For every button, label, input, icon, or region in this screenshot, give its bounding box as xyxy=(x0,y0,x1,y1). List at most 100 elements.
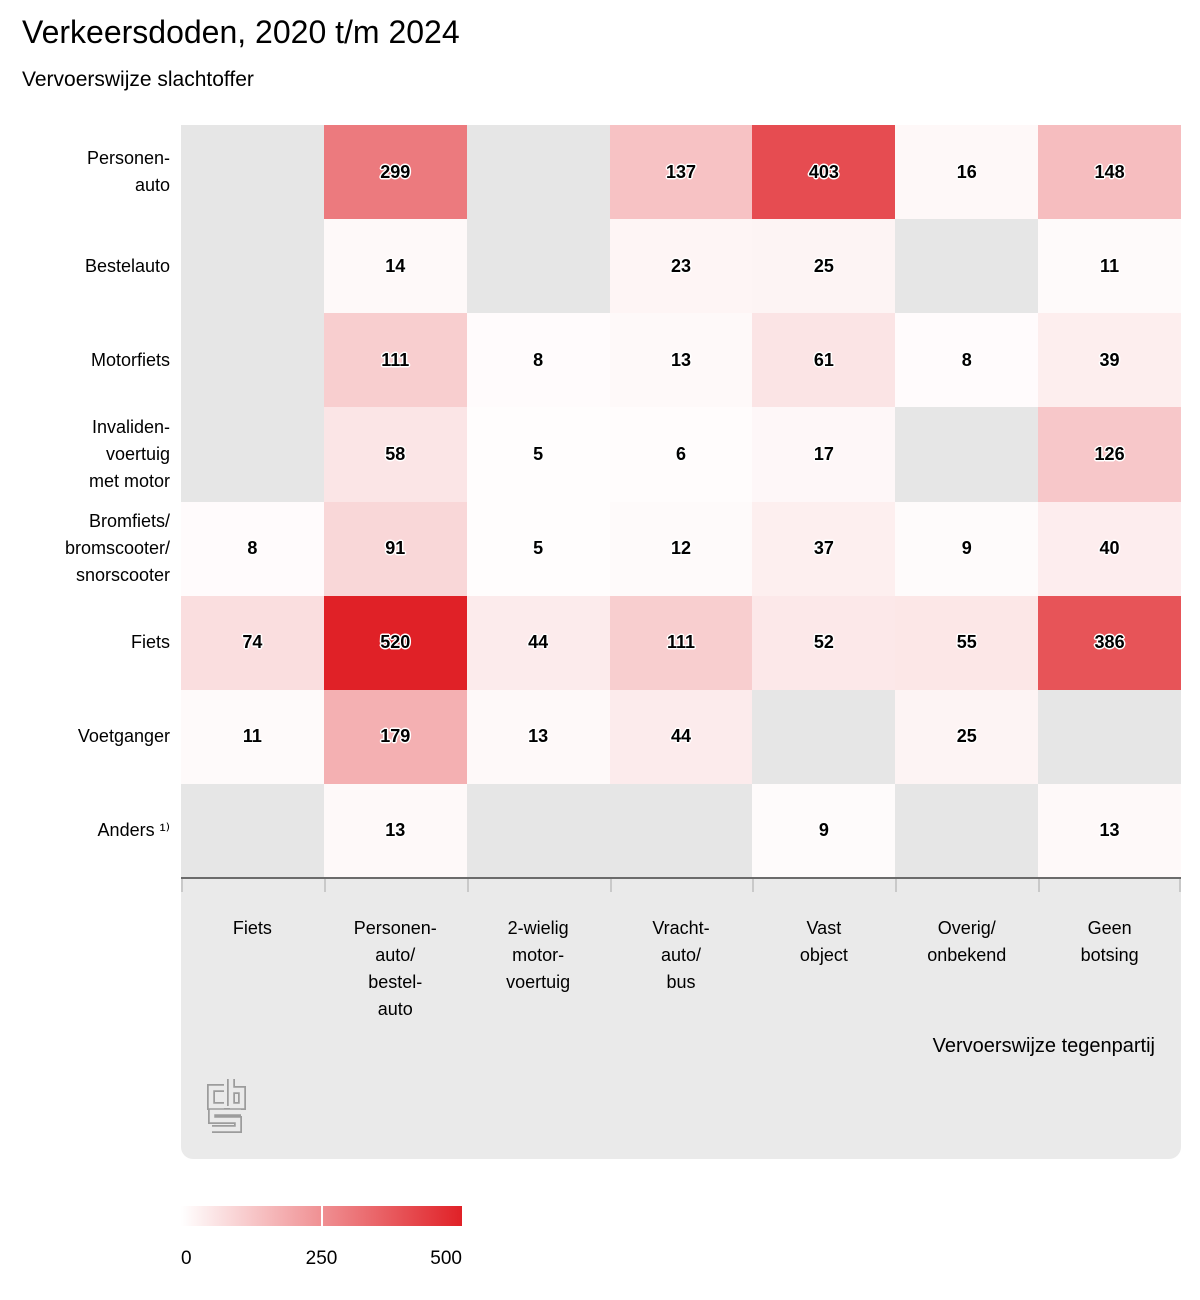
heatmap-cell[interactable]: 11 xyxy=(181,689,324,784)
heatmap-cell[interactable]: 111 xyxy=(323,313,467,408)
heatmap-cell[interactable]: 39 xyxy=(1038,313,1181,408)
column-labels: Fiets Personen- auto/ bestel- auto 2-wieli… xyxy=(181,915,1181,1023)
heatmap-cell[interactable] xyxy=(895,783,1039,878)
cell-value: 9 xyxy=(961,538,972,559)
heatmap-cell[interactable] xyxy=(609,783,753,878)
heatmap-cell[interactable]: 386 xyxy=(1038,595,1181,690)
heatmap-cell[interactable]: 403 xyxy=(752,125,896,220)
heatmap-cell[interactable]: 5 xyxy=(466,501,610,596)
cell-value: 148 xyxy=(1094,161,1125,182)
heatmap-cell[interactable]: 25 xyxy=(752,219,896,314)
heatmap-cell[interactable] xyxy=(895,407,1039,502)
cell-value: 14 xyxy=(385,255,406,276)
heatmap-cell[interactable]: 148 xyxy=(1038,125,1181,220)
heatmap-cell[interactable] xyxy=(181,407,324,502)
cell-value: 8 xyxy=(247,538,258,559)
heatmap-cell[interactable]: 44 xyxy=(466,595,610,690)
cell-value: 17 xyxy=(813,443,834,464)
heatmap-cell[interactable]: 9 xyxy=(895,501,1039,596)
heatmap-cell[interactable]: 74 xyxy=(181,595,324,690)
cell-value: 9 xyxy=(818,820,829,841)
heatmap-cell[interactable]: 111 xyxy=(609,595,753,690)
cell-value: 16 xyxy=(956,161,977,182)
y-axis-title: Vervoerswijze slachtoffer xyxy=(22,68,254,91)
row-label: Bestelauto xyxy=(84,255,170,276)
heatmap-cell[interactable]: 16 xyxy=(895,125,1039,220)
heatmap-cell[interactable] xyxy=(181,313,324,408)
cell-value: 5 xyxy=(533,538,544,559)
cell-value: 44 xyxy=(670,726,691,747)
heatmap-cell[interactable]: 8 xyxy=(895,313,1039,408)
heatmap-cell[interactable]: 44 xyxy=(609,689,753,784)
row-label: Voetganger xyxy=(77,726,170,747)
heatmap-cell[interactable]: 6 xyxy=(609,407,753,502)
cell-value: 58 xyxy=(385,443,406,464)
heatmap-cell[interactable]: 14 xyxy=(323,219,467,314)
heatmap-cell[interactable]: 179 xyxy=(323,689,467,784)
heatmap-cell[interactable]: 5 xyxy=(466,407,610,502)
heatmap-cell[interactable]: 9 xyxy=(752,783,896,878)
cell-value: 299 xyxy=(380,161,411,182)
row-label: Invaliden- voertuig met motor xyxy=(88,416,170,491)
heatmap-cell[interactable]: 40 xyxy=(1038,501,1181,596)
heatmap-cell[interactable]: 52 xyxy=(752,595,896,690)
column-label: Vast object xyxy=(799,918,848,965)
cell-value: 44 xyxy=(528,632,549,653)
heatmap-cell[interactable] xyxy=(1038,689,1181,784)
axis-footer-panel: Fiets Personen- auto/ bestel- auto 2-wieli… xyxy=(181,879,1181,1159)
column-label: Vracht- auto/ bus xyxy=(652,918,710,992)
heatmap-cell[interactable] xyxy=(181,783,324,878)
heatmap-cell[interactable] xyxy=(466,125,610,220)
cell-value: 111 xyxy=(381,349,410,370)
heatmap-cell[interactable]: 137 xyxy=(609,125,753,220)
heatmap-cell[interactable]: 8 xyxy=(181,501,324,596)
heatmap-cell[interactable]: 13 xyxy=(323,783,467,878)
heatmap-cell[interactable] xyxy=(752,689,896,784)
legend-gradient-bar xyxy=(181,1206,462,1226)
heatmap-cell[interactable] xyxy=(181,125,324,220)
axis-tick xyxy=(181,879,183,892)
cell-value: 61 xyxy=(813,349,834,370)
color-legend: 0 250 500 xyxy=(181,1206,462,1272)
heatmap-cell[interactable]: 23 xyxy=(609,219,753,314)
heatmap-cell[interactable] xyxy=(466,783,610,878)
heatmap-cell[interactable] xyxy=(466,219,610,314)
heatmap-cell[interactable]: 13 xyxy=(609,313,753,408)
heatmap-cell[interactable]: 520 xyxy=(323,595,467,690)
cell-value: 13 xyxy=(385,820,406,841)
heatmap-cell[interactable]: 17 xyxy=(752,407,896,502)
cell-value: 23 xyxy=(670,255,691,276)
heatmap-grid: 299 137 403 16 148 14 23 25 11 111 8 13 61 8 39 58 5 6 17 1… xyxy=(181,125,1181,878)
cell-value: 126 xyxy=(1094,443,1125,464)
cell-value: 12 xyxy=(670,538,691,559)
cell-value: 91 xyxy=(385,538,406,559)
axis-tick xyxy=(895,879,898,892)
heatmap-cell[interactable]: 37 xyxy=(752,501,896,596)
cell-value: 5 xyxy=(533,443,544,464)
column-label: Overig/ onbekend xyxy=(927,918,1007,965)
heatmap-cell[interactable]: 58 xyxy=(323,407,467,502)
heatmap-cell[interactable] xyxy=(895,219,1039,314)
heatmap-cell[interactable]: 25 xyxy=(895,689,1039,784)
legend-tick-label: 0 xyxy=(181,1248,192,1269)
heatmap-cell[interactable]: 13 xyxy=(466,689,610,784)
heatmap-cell[interactable] xyxy=(181,219,324,314)
heatmap-cell[interactable]: 12 xyxy=(609,501,753,596)
cell-value: 520 xyxy=(380,632,411,653)
row-label: Anders ¹⁾ xyxy=(97,820,170,841)
axis-tick xyxy=(466,879,469,892)
cell-value: 25 xyxy=(956,726,977,747)
heatmap-cell[interactable]: 299 xyxy=(323,125,467,220)
heatmap-cell[interactable]: 13 xyxy=(1038,783,1181,878)
heatmap-cell[interactable]: 61 xyxy=(752,313,896,408)
cell-value: 52 xyxy=(813,632,834,653)
heatmap-cell[interactable]: 126 xyxy=(1038,407,1181,502)
cell-value: 403 xyxy=(808,161,839,182)
heatmap-cell[interactable]: 11 xyxy=(1038,219,1181,314)
axis-tick xyxy=(1179,879,1181,892)
row-label: Bromfiets/ bromscooter/ snorscooter xyxy=(64,511,170,586)
row-label: Motorfiets xyxy=(90,349,170,370)
heatmap-cell[interactable]: 8 xyxy=(466,313,610,408)
heatmap-cell[interactable]: 55 xyxy=(895,595,1039,690)
heatmap-cell[interactable]: 91 xyxy=(323,501,467,596)
